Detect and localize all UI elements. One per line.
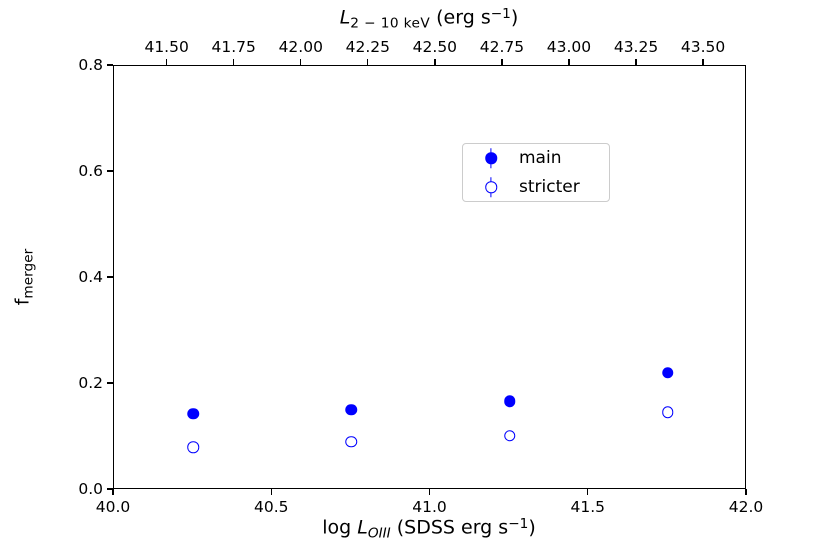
y-ticklabel: 0.6 [78,162,103,180]
y-tick [107,170,113,172]
marker-open-circle [345,436,358,448]
x-ticklabel-top: 42.75 [479,38,525,56]
x-ticklabel-bottom: 40.0 [95,498,131,516]
x-tick-top [434,59,436,65]
legend-dot-open [485,181,497,193]
data-point-stricter [345,436,358,448]
data-point-main [345,404,358,416]
legend-dot-filled [485,152,497,164]
bottom-axis-prefix: log [322,516,358,539]
plot-area: main stricter [113,65,746,489]
y-tick [107,382,113,384]
x-ticklabel-top: 42.25 [345,38,390,56]
y-axis-symbol: f [11,298,34,306]
x-tick-top [367,59,369,65]
x-ticklabel-top: 41.75 [211,38,256,56]
legend-marker-open-circle-icon [485,177,497,197]
legend-marker-filled-circle-icon [485,148,497,168]
x-ticklabel-bottom: 40.5 [253,498,289,516]
bottom-axis-suffix: (SDSS erg s [390,516,509,539]
top-axis-title: L2 − 10 keV (erg s−1) [340,6,519,32]
marker-open-circle [662,406,674,418]
legend-entry-stricter: stricter [463,173,609,202]
bottom-axis-exponent: −1 [508,516,529,532]
y-ticklabel: 0.4 [78,268,103,286]
y-tick [107,64,113,66]
x-ticklabel-top: 43.50 [680,38,726,56]
legend-label-stricter: stricter [519,177,580,197]
x-ticklabel-bottom: 41.5 [570,498,606,516]
x-tick-bottom [745,489,747,495]
x-ticklabel-top: 42.00 [278,38,323,56]
x-tick-top [501,59,503,65]
marker-filled-circle [503,395,516,408]
marker-filled-circle [345,404,358,416]
data-point-main [662,367,674,379]
marker-open-circle [503,430,516,442]
top-axis-exponent: −1 [490,6,511,22]
x-tick-top [702,59,704,65]
marker-filled-circle [187,407,199,420]
bottom-axis-title: log LOIII (SDSS erg s−1) [322,516,536,542]
top-axis-symbol: L [339,6,351,29]
data-point-stricter [503,430,516,442]
marker-open-circle [187,441,199,453]
data-point-main [503,395,516,408]
x-ticklabel-top: 41.50 [144,38,189,56]
x-tick-top [568,59,570,65]
marker-filled-circle [662,367,674,379]
legend-label-main: main [519,148,562,168]
x-tick-top [635,59,637,65]
legend-box: main stricter [462,143,610,202]
x-tick-bottom [270,489,272,495]
x-ticklabel-bottom: 42.0 [728,498,764,516]
x-tick-bottom [587,489,589,495]
y-tick [107,488,113,490]
top-axis-subscript: 2 − 10 keV [350,15,431,32]
y-ticklabel: 0.0 [78,480,103,498]
bottom-axis-tail: ) [528,516,536,539]
x-ticklabel-top: 42.50 [412,38,458,56]
x-tick-bottom [428,489,431,495]
data-point-stricter [187,441,199,453]
x-ticklabel-bottom: 41.0 [412,498,447,516]
y-axis-title: fmerger [12,249,37,306]
y-ticklabel: 0.8 [78,56,103,74]
x-ticklabel-top: 43.00 [546,38,592,56]
x-tick-top [233,59,235,65]
x-tick-bottom [112,489,114,495]
y-axis-subscript: merger [20,248,37,299]
x-ticklabel-top: 43.25 [613,38,659,56]
data-point-main [187,407,199,420]
top-axis-tail: ) [510,6,519,29]
x-tick-top [165,59,168,65]
bottom-axis-symbol: L [357,516,368,539]
data-point-stricter [662,406,674,418]
legend-entry-main: main [463,144,609,173]
y-ticklabel: 0.2 [78,374,103,392]
bottom-axis-subscript: OIII [367,525,391,542]
x-tick-top [300,59,302,65]
top-axis-suffix: (erg s [430,6,491,29]
y-tick [107,276,113,278]
